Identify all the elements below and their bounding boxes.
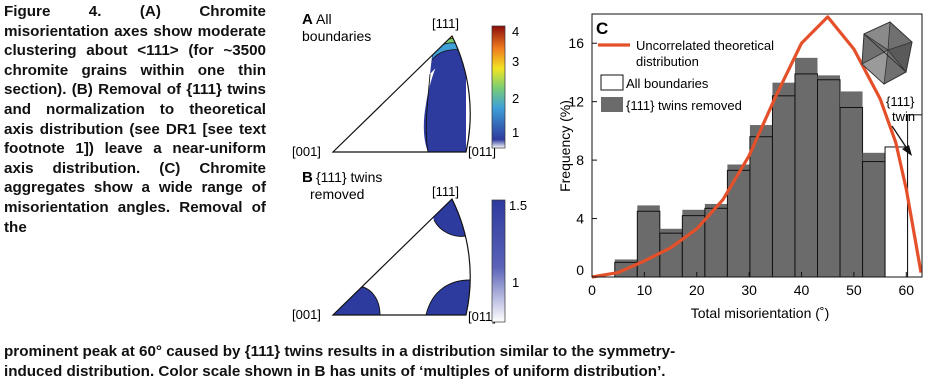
legend-curve-label-line1: Uncorrelated theoretical: [636, 38, 774, 53]
panel-b-triangle-outline: [331, 197, 471, 316]
legend-removed-swatch: [601, 97, 623, 112]
panel-b-title-line1: {111} twins: [316, 169, 382, 185]
y-tick-label: 4: [576, 211, 584, 227]
legend-curve-label-line2: distribution: [636, 54, 699, 69]
figure-label: Figure 4.: [4, 3, 102, 20]
panel-a-contours: [423, 36, 467, 152]
bar-twins-removed: [794, 57, 818, 278]
panel-a-colorbar-tick-3: 3: [512, 54, 519, 69]
panel-b-title-line2: removed: [310, 186, 364, 202]
x-tick-label: 50: [846, 282, 862, 298]
plot-frame: [591, 13, 923, 278]
octahedron-crystal-icon: [861, 21, 913, 85]
panel-a-colorbar-tick-1: 1: [512, 125, 519, 140]
y-tick-label: 8: [576, 152, 584, 168]
bar-twins-removed: [862, 152, 886, 277]
x-tick-label: 20: [689, 282, 705, 298]
panel-c-letter: C: [596, 19, 608, 38]
bar-twins-removed: [637, 205, 660, 277]
bar-all-boundaries: [907, 114, 923, 278]
x-tick-label: 60: [898, 282, 914, 298]
theoretical-distribution-curve: [591, 15, 923, 279]
panel-a-triangle-outline: [331, 34, 471, 153]
y-tick-label: 12: [568, 94, 584, 110]
panel-a-colorbar: [491, 25, 506, 149]
panel-b-colorbar-tick-1: 1: [512, 275, 519, 290]
panel-b-corner-011: [011]: [468, 309, 496, 324]
panel-b-letter: B: [302, 169, 313, 186]
panel-b-corner-111: [111]: [432, 184, 459, 199]
figure-caption-bottom: prominent peak at 60° caused by {111} tw…: [4, 342, 932, 381]
bar-all-boundaries: [884, 146, 909, 278]
misorientation-histogram: 0 10 20 30 40 50 60 0 4 8 12 16 C Uncorrelated theo…: [557, 13, 923, 321]
panel-a-title-line2: boundaries: [302, 28, 371, 44]
pole-figure-all-boundaries: A All boundaries [001] [011] [111] 4 3 2…: [292, 11, 519, 159]
x-axis-label: Total misorientation (˚): [691, 305, 830, 321]
bar-twins-removed: [749, 125, 773, 278]
twin-annotation-line2: twin: [892, 109, 915, 124]
panel-b-colorbar: [491, 199, 506, 323]
panel-a-corner-111: [111]: [432, 16, 459, 31]
legend-all-label: All boundaries: [626, 76, 709, 91]
bar-twins-removed: [840, 91, 863, 277]
y-tick-label: 0: [576, 262, 584, 278]
caption-text: (A) Chromite misorientation axes show mo…: [4, 3, 266, 236]
caption-line-1: prominent peak at 60° caused by {111} tw…: [4, 343, 676, 360]
bar-twins-removed: [704, 203, 728, 277]
panel-a-letter: A: [302, 11, 313, 28]
x-tick-label: 30: [741, 282, 757, 298]
bar-twins-removed: [772, 82, 795, 277]
legend-all-swatch: [600, 74, 624, 91]
figure-caption-side: Figure 4. (A) Chromite misorientation ax…: [4, 2, 266, 237]
panel-b-corner-001: [001]: [292, 307, 321, 322]
x-tick-label: 10: [637, 282, 653, 298]
y-tick-label: 16: [568, 35, 584, 51]
panel-b-colorbar-tick-1-5: 1.5: [509, 198, 527, 213]
bar-twins-removed: [727, 164, 750, 277]
y-axis-label: Frequency (%): [557, 100, 573, 192]
panel-a-title-line1: All: [316, 11, 332, 27]
pole-figure-twins-removed: B {111} twins removed [001] [011] [111] …: [292, 169, 527, 324]
bar-twins-removed: [817, 75, 841, 277]
twin-arrow-head: [902, 145, 912, 156]
x-tick-label: 40: [794, 282, 810, 298]
caption-line-2: induced distribution. Color scale shown …: [4, 362, 666, 380]
legend-removed-label: {111} twins removed: [626, 98, 742, 113]
twin-annotation-arrow: [891, 125, 909, 151]
bar-twins-removed: [659, 228, 683, 277]
panel-a-colorbar-tick-2: 2: [512, 91, 519, 106]
x-tick-label: 0: [588, 282, 596, 298]
panel-a-corner-001: [001]: [292, 144, 321, 159]
bar-twins-removed: [682, 209, 705, 277]
histogram-axes: 0 10 20 30 40 50 60 0 4 8 12 16: [568, 35, 914, 298]
twin-annotation-line1: {111}: [886, 94, 915, 109]
panel-b-contours: [333, 199, 471, 315]
panel-a-colorbar-tick-4: 4: [512, 24, 519, 39]
panel-a-corner-011: [011]: [468, 144, 496, 159]
